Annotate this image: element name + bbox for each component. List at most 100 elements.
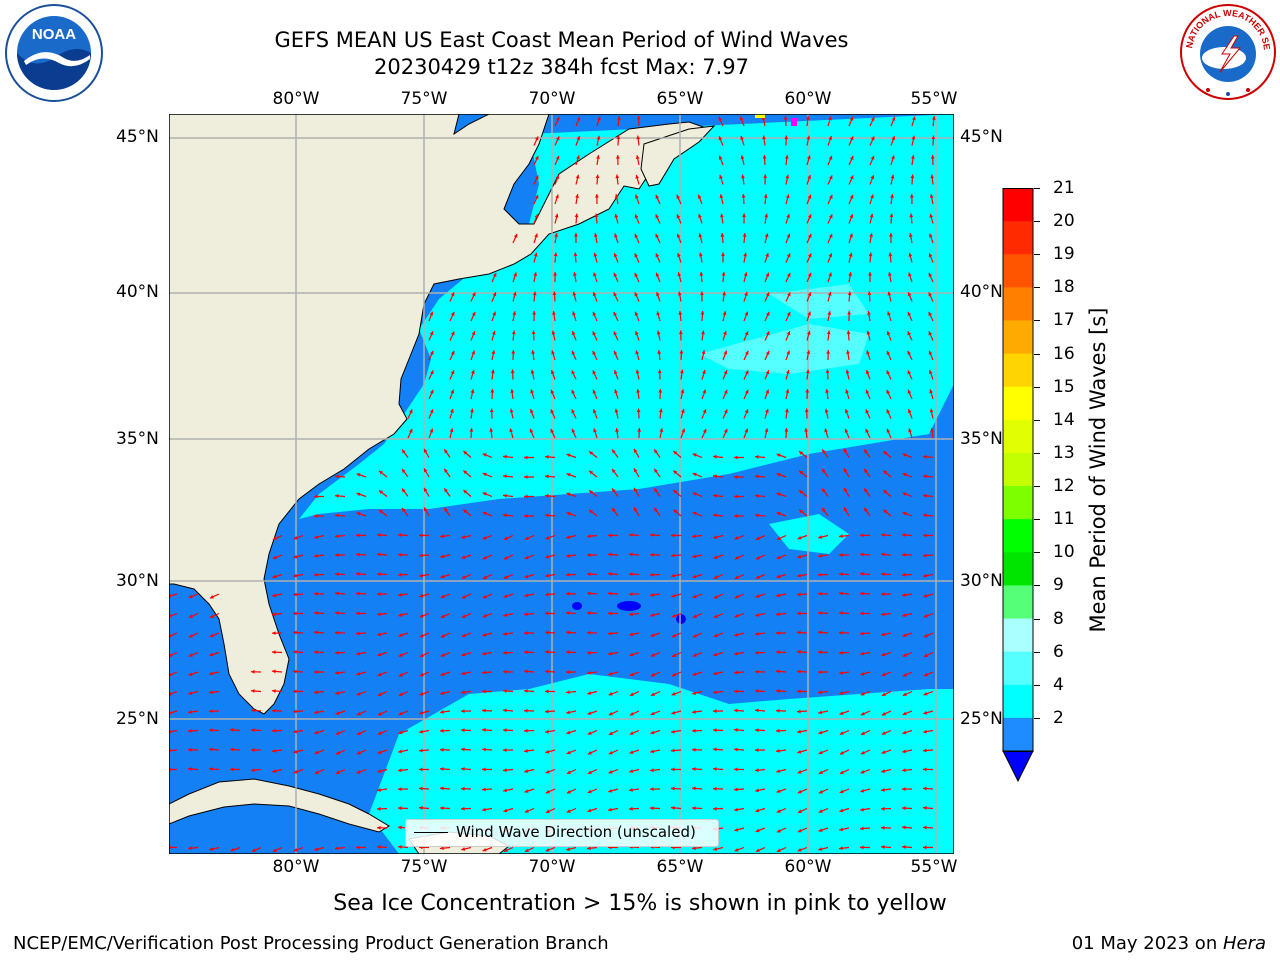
wind-wave-arrowhead	[635, 174, 640, 179]
wind-wave-arrowhead	[509, 428, 514, 433]
wind-wave-arrowhead	[634, 233, 639, 238]
wind-wave-arrowhead	[797, 669, 801, 674]
wind-wave-arrowhead	[356, 845, 360, 850]
wind-wave-arrowhead	[673, 470, 678, 475]
wind-wave-arrowhead	[776, 708, 780, 713]
wind-wave-arrowhead	[482, 787, 486, 792]
wind-wave-arrowhead	[702, 389, 707, 394]
wind-wave-arrowhead	[589, 451, 594, 456]
wind-wave-arrowhead	[699, 291, 704, 296]
wind-wave-arrowhead	[356, 671, 361, 676]
land-cuba	[168, 778, 390, 833]
wind-wave-arrowhead	[818, 809, 823, 813]
wind-wave-arrowhead	[209, 709, 213, 714]
wind-wave-arrowhead	[595, 174, 600, 179]
wind-wave-arrowhead	[188, 594, 193, 599]
wind-wave-arrowhead	[377, 845, 381, 849]
wind-wave-arrowhead	[587, 650, 591, 655]
wind-wave-arrowhead	[870, 155, 875, 160]
wind-wave-arrowhead	[784, 408, 789, 413]
wind-wave-arrowhead	[587, 770, 592, 774]
wind-wave-arrowhead	[532, 291, 537, 296]
wind-wave-arrowhead	[818, 630, 822, 635]
lon-label-top: 75°W	[400, 89, 448, 109]
wind-wave-arrowhead	[785, 389, 790, 394]
wind-wave-arrowhead	[471, 350, 476, 355]
wind-wave-arrowhead	[785, 369, 790, 374]
wind-wave-arrowhead	[503, 708, 507, 713]
wind-wave-arrowhead	[423, 468, 428, 473]
wind-wave-arrowhead	[692, 806, 696, 811]
wind-wave-arrowhead	[503, 669, 507, 674]
wind-wave-arrowhead	[524, 669, 528, 674]
wind-wave-arrowhead	[860, 711, 865, 716]
wind-wave-arrowhead	[398, 730, 403, 735]
wind-wave-arrowhead	[637, 428, 642, 432]
colorbar-tick-mark	[1034, 486, 1040, 488]
wind-wave-arrowhead	[755, 808, 760, 813]
wind-wave-arrowhead	[524, 748, 528, 753]
chart-title: GEFS MEAN US East Coast Mean Period of W…	[274, 28, 849, 52]
wind-wave-arrowhead	[697, 194, 702, 199]
wind-wave-arrowhead	[818, 828, 823, 832]
wind-wave-arrowhead	[587, 691, 592, 695]
wind-wave-arrowhead	[671, 767, 675, 772]
wind-wave-arrowhead	[839, 630, 843, 635]
wind-wave-arrowhead	[755, 555, 760, 560]
wind-wave-arrowhead	[818, 770, 823, 774]
wind-wave-arrowhead	[503, 748, 507, 752]
wind-wave-arrowhead	[512, 311, 517, 316]
wind-wave-arrowhead	[923, 593, 928, 598]
wind-wave-arrowhead	[251, 748, 255, 752]
wind-wave-arrowhead	[656, 311, 661, 316]
wind-wave-arrowhead	[636, 135, 641, 140]
wind-wave-arrowhead	[377, 592, 381, 597]
wind-wave-arrowhead	[608, 552, 612, 557]
wind-wave-arrowhead	[597, 116, 601, 121]
wind-wave-arrowhead	[890, 174, 895, 179]
lat-label-right: 40°N	[960, 282, 1003, 302]
wind-wave-arrowhead	[702, 409, 707, 414]
wind-wave-arrowhead	[734, 747, 738, 752]
colorbar-tick-mark	[1034, 386, 1040, 388]
wind-wave-arrowhead	[574, 213, 579, 218]
wind-wave-arrowhead	[545, 573, 549, 578]
wind-wave-arrowhead	[482, 847, 487, 852]
wind-wave-arrowhead	[713, 728, 717, 733]
wind-wave-arrowhead	[440, 633, 445, 638]
wind-wave-arrowhead	[723, 370, 728, 375]
wind-wave-arrowhead	[718, 155, 723, 160]
wind-wave-arrowhead	[629, 769, 634, 773]
wind-wave-arrowhead	[440, 806, 444, 811]
wind-wave-arrowhead	[629, 750, 634, 754]
legend-line-icon	[414, 832, 448, 833]
colorbar-segment	[1003, 684, 1033, 719]
footer-date: 01 May 2023 on Hera	[1072, 933, 1266, 954]
wind-wave-arrowhead	[743, 272, 748, 277]
wind-wave-arrowhead	[398, 768, 402, 773]
wind-wave-arrowhead	[818, 789, 823, 794]
wind-wave-arrowhead	[860, 651, 864, 656]
map-svg	[166, 113, 955, 855]
wind-wave-arrowhead	[524, 848, 529, 852]
wind-wave-arrowhead	[398, 613, 403, 617]
wind-wave-arrowhead	[755, 650, 759, 655]
wind-wave-arrowhead	[449, 428, 454, 433]
wind-wave-arrowhead	[461, 555, 466, 559]
wind-wave-arrowhead	[587, 534, 591, 539]
wind-wave-arrowhead	[654, 507, 658, 512]
wind-wave-arrowhead	[230, 767, 234, 772]
wind-wave-arrowhead	[658, 389, 663, 393]
wind-wave-arrowhead	[635, 155, 640, 160]
wind-wave-arrowhead	[650, 572, 654, 577]
wind-wave-arrowhead	[335, 770, 340, 774]
wind-wave-arrowhead	[671, 748, 675, 753]
wind-wave-arrowhead	[566, 809, 571, 813]
wind-wave-arrowhead	[423, 507, 428, 512]
wind-wave-arrowhead	[335, 691, 340, 695]
wind-wave-arrowhead	[860, 826, 864, 831]
wind-wave-arrowhead	[482, 511, 487, 516]
wind-wave-arrowhead	[839, 808, 844, 813]
wind-wave-arrowhead	[923, 691, 928, 696]
nws-logo: NATIONAL WEATHER SERVICE	[1175, 0, 1278, 102]
